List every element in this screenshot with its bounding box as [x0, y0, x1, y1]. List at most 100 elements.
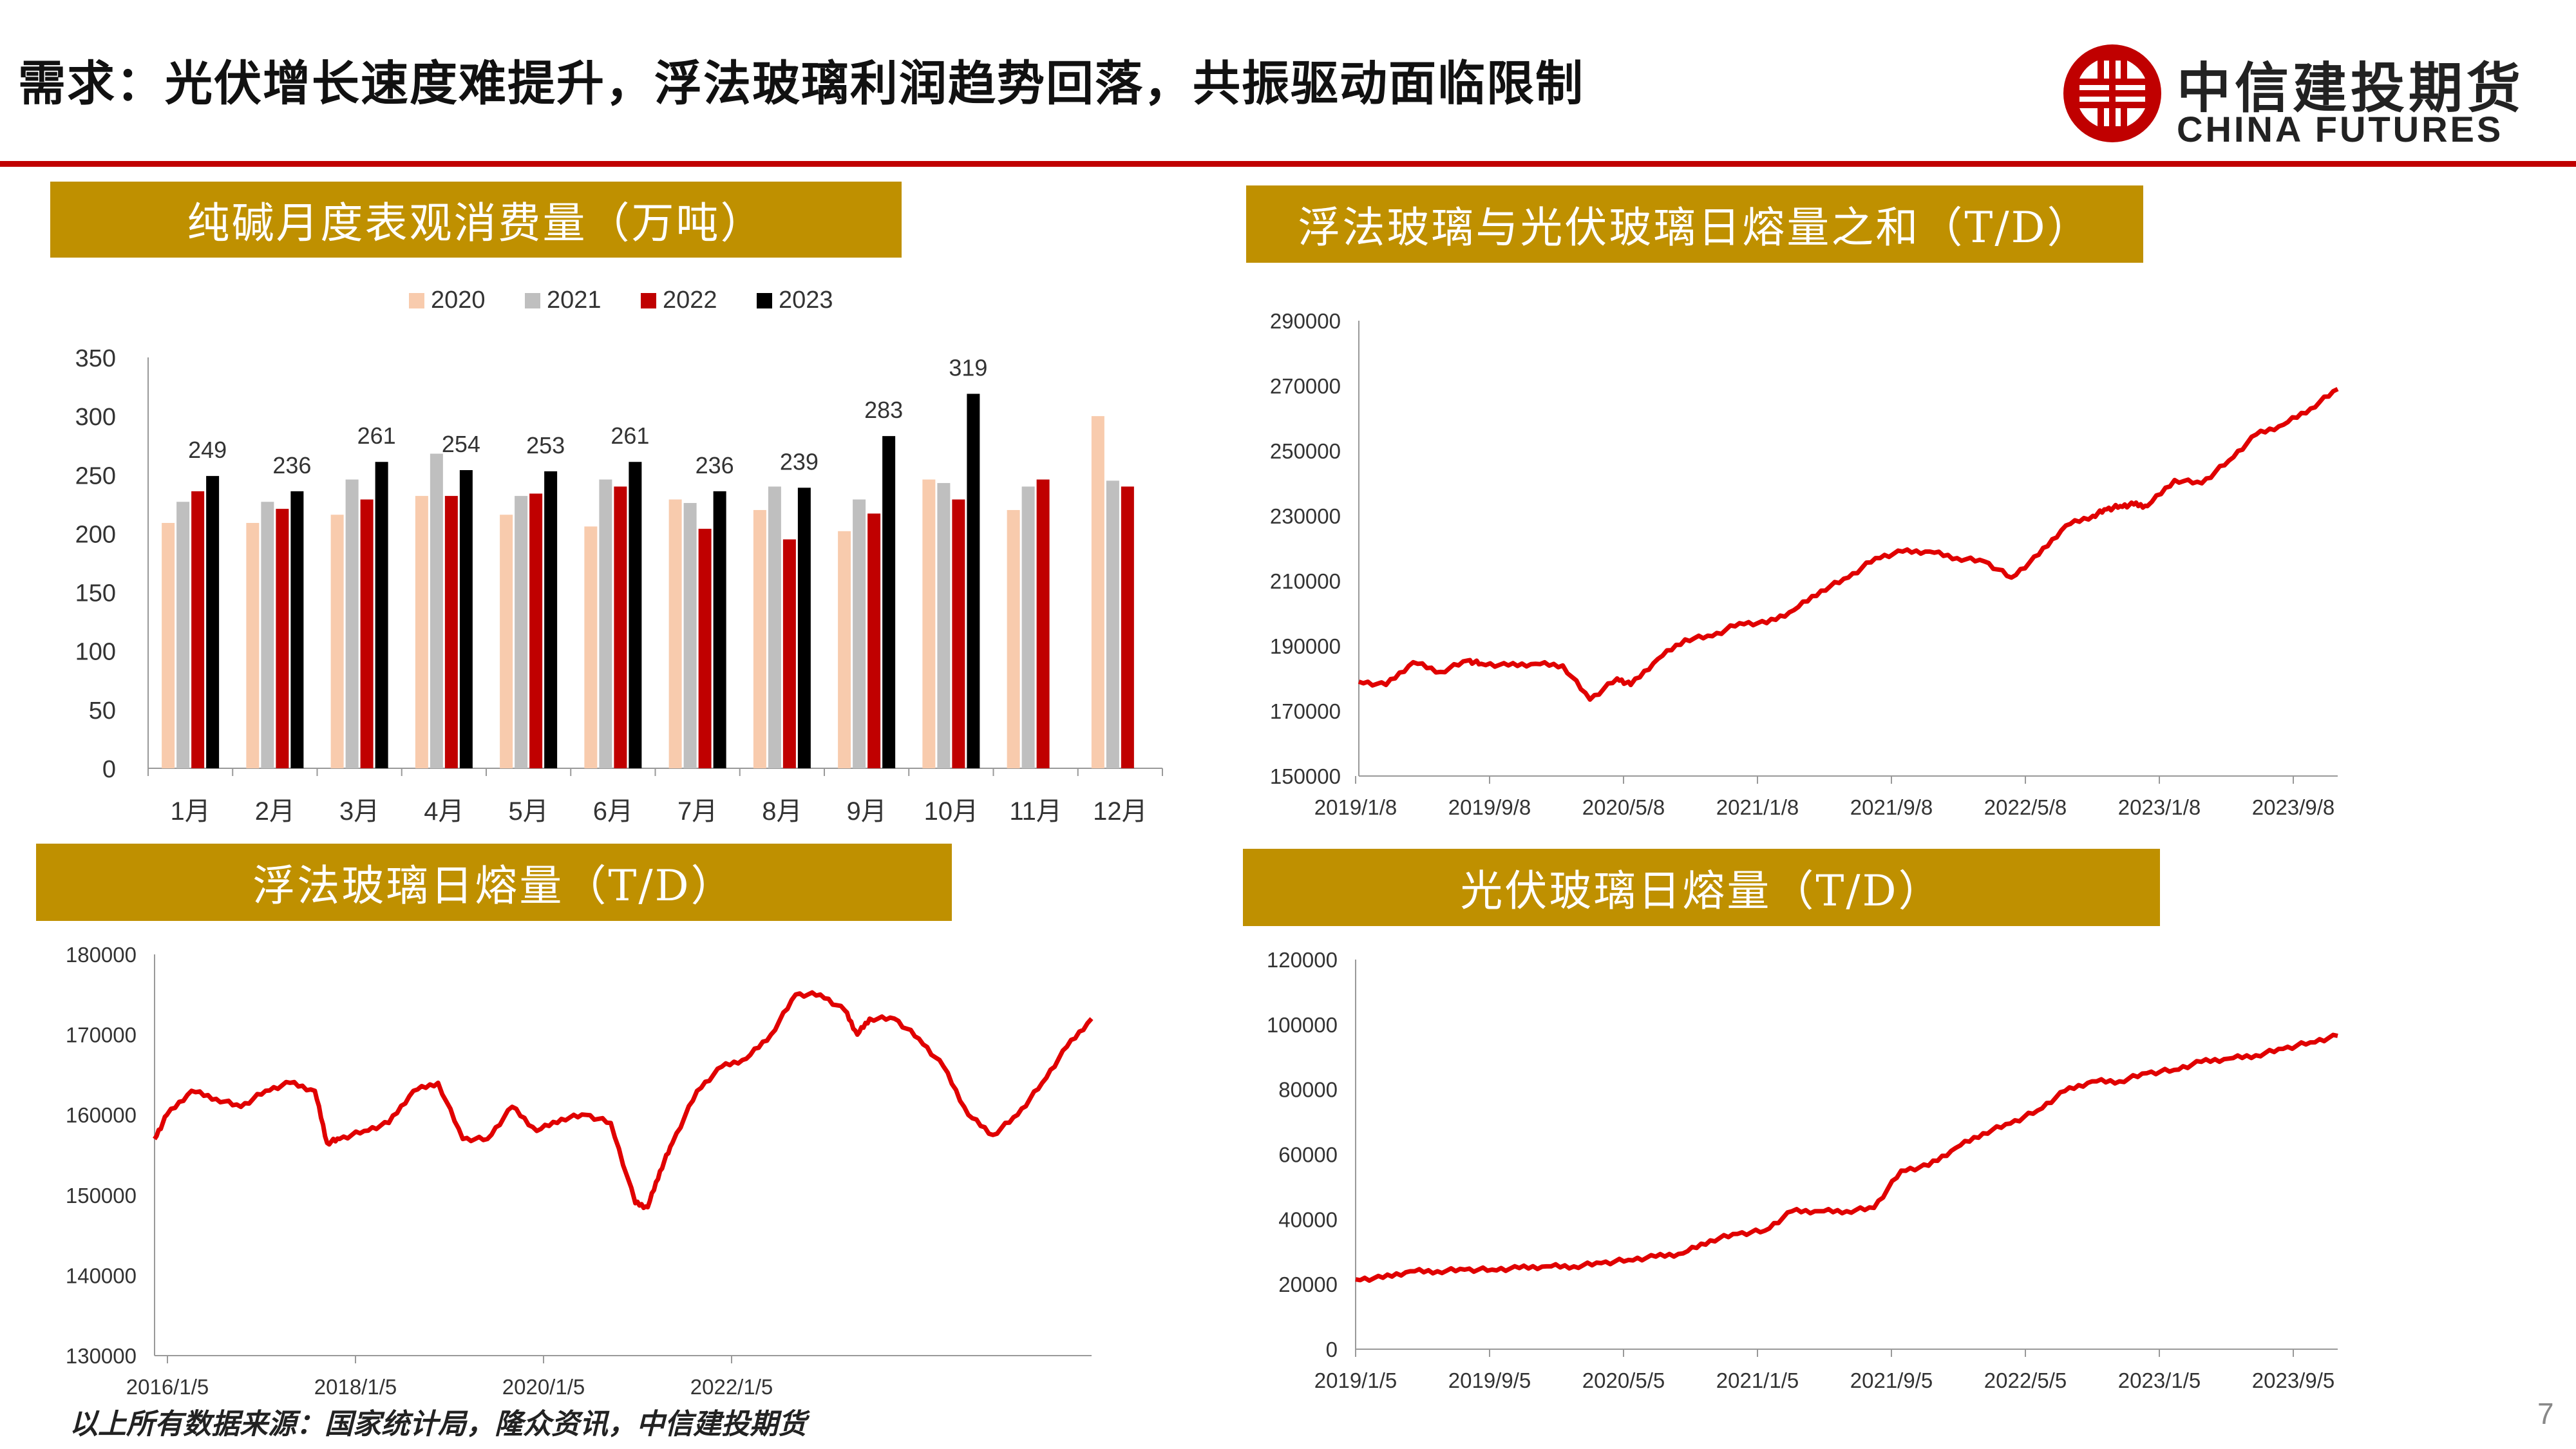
soda-consumption-bar-chart: 350 300 250 200 150 100 50 0 1月 249 2月 236 3月 261 4月 25… — [75, 287, 1163, 826]
bar-data-label: 261 — [357, 422, 396, 449]
x-tick-label: 2月 — [255, 797, 295, 826]
bar-2020 — [162, 523, 175, 768]
y-tick-label: 190000 — [1270, 634, 1341, 658]
bar-data-label: 236 — [696, 452, 734, 478]
bar-2020 — [922, 479, 936, 768]
legend-label: 2021 — [547, 287, 601, 314]
bar-2021 — [1021, 486, 1035, 768]
x-tick-label: 1月 — [171, 797, 211, 826]
bar-2021 — [683, 503, 697, 768]
x-tick-label: 3月 — [339, 797, 379, 826]
x-tick-label: 2016/1/5 — [126, 1375, 209, 1399]
bar-data-label: 283 — [864, 397, 903, 423]
bar-data-label: 319 — [949, 355, 987, 381]
header-divider — [0, 161, 2576, 167]
x-tick-label: 2021/1/8 — [1716, 795, 1799, 819]
y-tick-label: 50 — [89, 697, 116, 724]
y-tick-label: 100000 — [1267, 1013, 1338, 1037]
y-tick-label: 60000 — [1278, 1143, 1338, 1167]
x-tick-label: 2021/1/5 — [1716, 1368, 1799, 1392]
y-tick-label: 170000 — [66, 1023, 137, 1047]
y-tick-label: 200 — [75, 521, 116, 548]
bar-2023 — [967, 393, 980, 768]
bar-2020 — [330, 515, 344, 768]
page-title: 需求：光伏增长速度难提升，浮法玻璃利润趋势回落，共振驱动面临限制 — [18, 56, 1584, 111]
bar-2021 — [176, 502, 190, 768]
x-tick-label: 2021/9/8 — [1850, 795, 1933, 819]
bar-2023 — [206, 476, 220, 768]
x-tick-label: 2020/1/5 — [502, 1375, 585, 1399]
company-logo: 中信建投期货 CHINA FUTURES — [2058, 39, 2560, 151]
bar-2020 — [1007, 509, 1020, 768]
y-tick-label: 250 — [75, 462, 116, 489]
panel-title-soda: 纯碱月度表观消费量（万吨） — [50, 182, 902, 258]
legend-label: 2022 — [663, 287, 717, 314]
bar-2022 — [1036, 479, 1050, 768]
y-tick-label: 150 — [75, 580, 116, 607]
bar-2020 — [584, 526, 598, 768]
y-tick-label: 150000 — [66, 1184, 137, 1208]
x-tick-label: 9月 — [847, 797, 887, 826]
bar-2023 — [375, 462, 388, 768]
bar-data-label: 236 — [272, 452, 311, 478]
y-tick-label: 270000 — [1270, 374, 1341, 398]
x-tick-label: 2023/9/5 — [2252, 1368, 2334, 1392]
bar-2021 — [430, 453, 443, 768]
legend-swatch-2022 — [641, 293, 656, 308]
y-tick-label: 80000 — [1278, 1078, 1338, 1102]
x-tick-label: 2022/5/5 — [1984, 1368, 2067, 1392]
bar-2021 — [937, 483, 951, 768]
bar-data-label: 249 — [188, 437, 227, 463]
y-tick-label: 130000 — [66, 1344, 137, 1368]
y-tick-label: 100 — [75, 639, 116, 666]
bar-data-label: 253 — [526, 432, 565, 459]
x-tick-label: 2018/1/5 — [314, 1375, 397, 1399]
x-tick-label: 4月 — [424, 797, 464, 826]
x-tick-label: 2019/1/5 — [1314, 1368, 1397, 1392]
y-tick-label: 180000 — [66, 943, 137, 967]
x-tick-label: 2022/1/5 — [690, 1375, 773, 1399]
y-tick-label: 300 — [75, 404, 116, 431]
bar-2020 — [246, 523, 260, 768]
bar-data-label: 261 — [611, 422, 649, 449]
y-tick-label: 170000 — [1270, 699, 1341, 723]
bar-2023 — [290, 491, 304, 768]
bar-2022 — [444, 496, 458, 768]
x-tick-label: 2022/5/8 — [1984, 795, 2067, 819]
float-melt-line-chart: 180000 170000 160000 150000 140000 130000 2016… — [66, 943, 1094, 1399]
y-tick-label: 290000 — [1270, 309, 1341, 333]
series-line — [1358, 386, 2339, 702]
bar-2023 — [713, 491, 726, 768]
panel-title-pv: 光伏玻璃日熔量（T/D） — [1243, 849, 2160, 926]
x-tick-label: 2023/9/8 — [2252, 795, 2334, 819]
legend-swatch-2020 — [409, 293, 424, 308]
citic-emblem-icon — [2063, 44, 2161, 142]
page-number: 7 — [2537, 1397, 2554, 1430]
series-line — [1355, 1032, 2338, 1283]
y-tick-label: 20000 — [1278, 1273, 1338, 1296]
x-tick-label: 2019/9/5 — [1448, 1368, 1531, 1392]
bar-2022 — [276, 509, 289, 768]
x-tick-label: 12月 — [1093, 797, 1148, 826]
y-tick-label: 150000 — [1270, 764, 1341, 788]
bar-2023 — [882, 436, 896, 768]
x-tick-label: 7月 — [677, 797, 717, 826]
x-tick-label: 10月 — [924, 797, 979, 826]
bar-2020 — [668, 499, 682, 768]
x-tick-label: 2020/5/8 — [1582, 795, 1665, 819]
bar-2022 — [1121, 486, 1134, 768]
x-tick-label: 2021/9/5 — [1850, 1368, 1933, 1392]
bar-2022 — [614, 486, 627, 768]
bar-data-label: 239 — [780, 448, 819, 475]
bar-2021 — [261, 502, 274, 768]
legend-label: 2020 — [431, 287, 486, 314]
y-tick-label: 350 — [75, 345, 116, 372]
bar-2022 — [360, 499, 374, 768]
bar-data-label: 254 — [442, 431, 480, 457]
x-tick-label: 2019/9/8 — [1448, 795, 1531, 819]
bar-2022 — [698, 529, 712, 768]
bar-2022 — [952, 499, 965, 768]
legend-label: 2023 — [779, 287, 833, 314]
bar-2023 — [629, 462, 642, 768]
x-tick-label: 2023/1/5 — [2118, 1368, 2201, 1392]
